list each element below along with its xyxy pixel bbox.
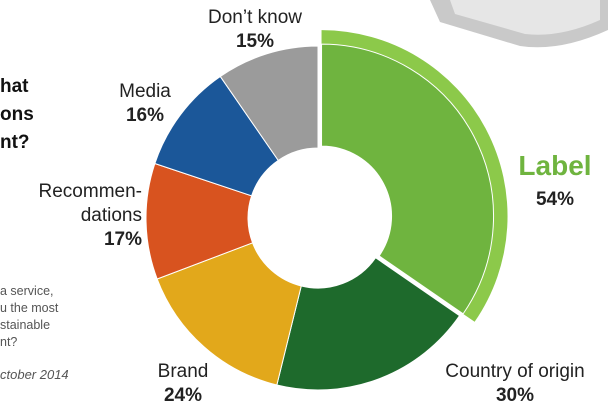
segment [276,257,461,391]
note-text: a service, [0,284,54,298]
value-label: 30% [495,385,535,406]
note-text: nt? [0,335,18,349]
photo [430,0,608,48]
question-text: nt? [0,132,30,153]
value-label: 17% [103,229,142,250]
note-text: stainable [0,318,51,332]
category-label: Label [518,150,592,181]
segment-label: Brand 24% [128,360,238,408]
segment-label: Don’t know 15% [185,6,325,54]
value-label: 16% [125,105,165,126]
category-label: Recommen-dations [38,181,142,226]
segment [219,45,319,162]
segment-label: Country of origin 30% [425,360,605,408]
source-text: ctober 2014 [0,367,69,382]
category-label: Country of origin [445,361,585,382]
segment [156,242,302,386]
segment [321,43,495,315]
value-label: 24% [163,385,203,406]
segment-label: Recommen-dations 17% [30,180,142,252]
category-label: Don’t know [208,7,302,28]
value-label: 54% [535,189,575,210]
segment-label: Label 54% [510,148,600,212]
segment-label: Media 16% [95,80,195,128]
note-text: u the most [0,301,59,315]
question-text: hat [0,76,29,97]
segment-rim [321,30,508,322]
value-label: 15% [235,31,275,52]
category-label: Brand [157,361,209,382]
question-text: ons [0,104,34,125]
category-label: Media [119,81,171,102]
